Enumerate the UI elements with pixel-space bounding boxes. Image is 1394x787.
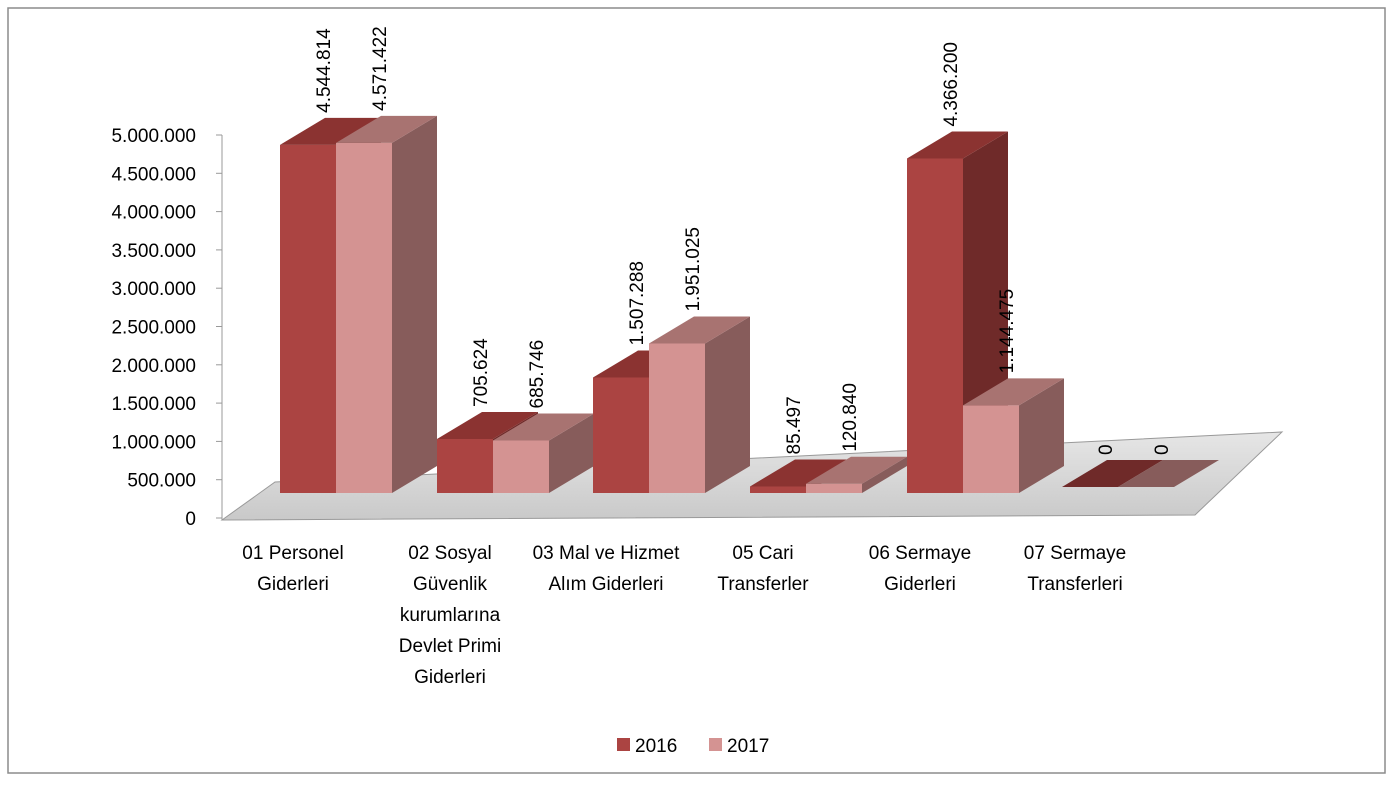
value-label: 705.624 bbox=[471, 338, 492, 407]
bar bbox=[963, 378, 1064, 493]
bar-top bbox=[963, 378, 1064, 406]
bar-top bbox=[1062, 460, 1163, 487]
bar bbox=[493, 413, 594, 493]
legend-label: 2016 bbox=[635, 736, 677, 757]
bar-front bbox=[806, 483, 862, 493]
bar-side bbox=[862, 456, 907, 493]
bar bbox=[806, 456, 907, 493]
y-tick-label: 4.500.000 bbox=[111, 164, 196, 185]
bar-side bbox=[392, 115, 437, 493]
bar bbox=[336, 115, 437, 493]
y-tick-label: 3.500.000 bbox=[111, 241, 196, 262]
value-label: 0 bbox=[1096, 444, 1117, 455]
bar-front bbox=[649, 343, 705, 493]
bar-top bbox=[649, 316, 750, 344]
bar-front bbox=[907, 158, 963, 494]
y-tick-label: 3.000.000 bbox=[111, 279, 196, 300]
x-tick-label: 05 Cari Transferler bbox=[717, 543, 809, 595]
bar-top bbox=[806, 456, 907, 484]
bar-top bbox=[280, 117, 381, 145]
x-tick-label: 01 Personel Giderleri bbox=[242, 543, 344, 595]
bar-front bbox=[963, 405, 1019, 493]
y-tick-label: 2.000.000 bbox=[111, 356, 196, 377]
bar bbox=[1118, 460, 1219, 487]
x-tick-label: 03 Mal ve Hizmet Alım Giderleri bbox=[532, 543, 680, 595]
value-label: 85.497 bbox=[784, 396, 805, 454]
bar-front bbox=[593, 377, 649, 493]
y-tick-label: 0 bbox=[185, 509, 196, 530]
bar-side bbox=[705, 316, 750, 493]
value-label: 4.571.422 bbox=[370, 26, 391, 111]
value-label: 1.951.025 bbox=[683, 227, 704, 312]
value-label: 4.544.814 bbox=[314, 28, 335, 113]
value-label: 685.746 bbox=[527, 340, 548, 409]
bar-top bbox=[1118, 460, 1219, 487]
value-label: 4.366.200 bbox=[941, 42, 962, 127]
bar-front bbox=[750, 486, 806, 493]
bar-front bbox=[336, 142, 392, 493]
bar-top bbox=[493, 413, 594, 441]
chart-border bbox=[7, 7, 1386, 774]
value-label: 0 bbox=[1152, 444, 1173, 455]
y-tick-label: 5.000.000 bbox=[111, 126, 196, 147]
bar bbox=[649, 316, 750, 493]
bar-front bbox=[437, 438, 493, 493]
bar-top bbox=[750, 459, 851, 487]
bar-front bbox=[493, 440, 549, 493]
value-label: 1.507.288 bbox=[627, 261, 648, 346]
bar bbox=[1062, 460, 1163, 487]
value-label: 1.144.475 bbox=[997, 289, 1018, 374]
x-tick-label: 07 Sermaye Transferleri bbox=[1023, 543, 1127, 595]
bar-top bbox=[336, 115, 437, 143]
legend-swatch bbox=[617, 738, 630, 751]
bar-front bbox=[280, 144, 336, 493]
y-tick-label: 1.000.000 bbox=[111, 432, 196, 453]
y-tick-label: 500.000 bbox=[127, 471, 196, 492]
x-tick-label: 02 Sosyal Güvenlik kurumlarına Devlet Pr… bbox=[398, 543, 502, 688]
y-tick-label: 1.500.000 bbox=[111, 394, 196, 415]
x-tick-label: 06 Sermaye Giderleri bbox=[868, 543, 972, 595]
y-tick-label: 2.500.000 bbox=[111, 318, 196, 339]
legend-swatch bbox=[709, 738, 722, 751]
bar-side bbox=[549, 413, 594, 493]
bar-top bbox=[437, 411, 538, 439]
value-label: 120.840 bbox=[840, 383, 861, 452]
y-tick-label: 4.000.000 bbox=[111, 203, 196, 224]
bar-top bbox=[907, 131, 1008, 159]
bar-side bbox=[1019, 378, 1064, 493]
legend-label: 2017 bbox=[727, 736, 769, 757]
